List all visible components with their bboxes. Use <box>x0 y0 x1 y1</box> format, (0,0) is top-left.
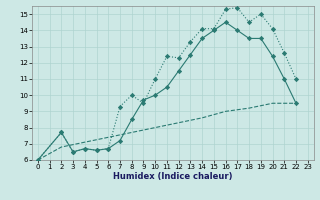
X-axis label: Humidex (Indice chaleur): Humidex (Indice chaleur) <box>113 172 233 181</box>
